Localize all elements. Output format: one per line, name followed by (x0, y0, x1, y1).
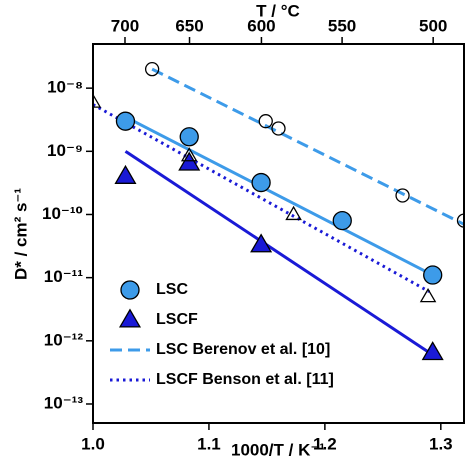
y-axis-label: D* / cm² s⁻¹ (11, 188, 30, 280)
x-axis-label: 1000/T / K⁻¹ (231, 440, 325, 459)
legend-label: LSC Berenov et al. [10] (156, 341, 330, 358)
fit-line (151, 67, 464, 226)
data-point (271, 121, 286, 136)
y-tick-label: 10⁻⁸ (47, 78, 83, 97)
y-tick-label: 10⁻¹¹ (44, 267, 84, 286)
data-point (423, 265, 443, 285)
data-point (179, 127, 199, 147)
data-point (114, 164, 137, 184)
top-tick-label: 650 (175, 16, 203, 35)
data-point (332, 210, 352, 231)
legend-label: LSC (156, 281, 188, 298)
fit-line (93, 103, 430, 293)
legend-marker (118, 308, 142, 328)
fit-line (124, 150, 434, 357)
data-point (395, 188, 410, 203)
y-tick-label: 10⁻¹² (44, 330, 84, 349)
data-point (115, 111, 136, 131)
top-tick-label: 500 (419, 16, 447, 35)
data-point (250, 233, 273, 253)
data-point (180, 147, 198, 162)
data-point (144, 61, 160, 77)
fit-line (124, 115, 434, 277)
data-point (421, 341, 444, 361)
data-point (258, 114, 273, 129)
y-tick-label: 10⁻⁹ (47, 141, 83, 160)
legend-label: LSCF Benson et al. [11] (156, 371, 334, 388)
y-tick-label: 10⁻¹³ (44, 393, 84, 412)
plot-frame (92, 43, 465, 424)
data-point (419, 287, 437, 303)
data-point (285, 205, 302, 221)
legend-marker (120, 280, 140, 300)
x-tick-label: 1.3 (429, 434, 453, 453)
data-point (251, 172, 271, 193)
data-point (456, 213, 464, 228)
plot-area (93, 61, 464, 361)
x-tick-label: 1.1 (197, 434, 221, 453)
top-tick-label: 700 (111, 16, 139, 35)
top-axis-label: T / °C (256, 1, 300, 20)
top-tick-label: 600 (247, 16, 275, 35)
legend-label: LSCF (156, 311, 198, 328)
top-tick-label: 550 (328, 16, 356, 35)
x-tick-label: 1.0 (81, 434, 105, 453)
x-tick-label: 1.2 (313, 434, 337, 453)
data-point (93, 93, 102, 108)
data-point (178, 151, 201, 171)
y-tick-label: 10⁻¹⁰ (42, 204, 83, 223)
